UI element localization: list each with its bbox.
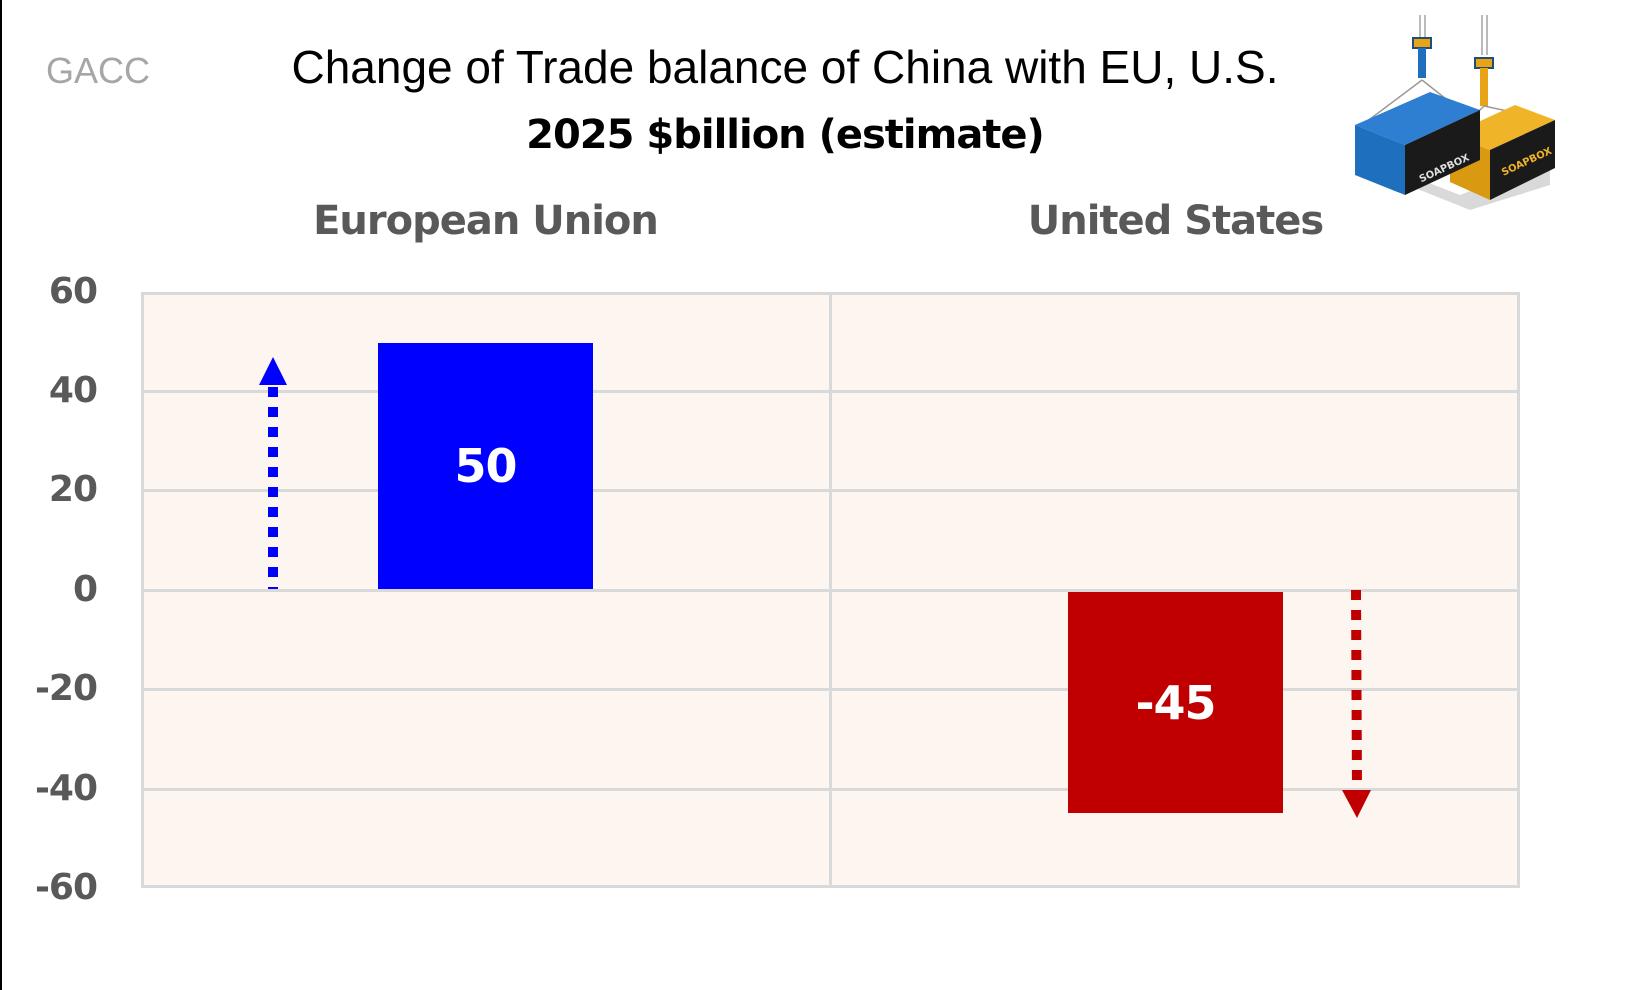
y-tick-20: 20 [48,469,98,510]
category-label-us: United States [1027,198,1324,244]
y-tick-40: 40 [48,370,98,411]
bar-value-label: 50 [454,439,517,493]
bar-united-states: -45 [1068,592,1283,813]
y-tick-neg60: -60 [34,867,98,908]
y-tick-neg20: -20 [34,668,98,709]
arrow-up-icon [259,357,287,589]
shipping-containers-icon: SOAPBOX SOAPBOX [1355,15,1555,210]
y-tick-neg40: -40 [34,768,98,809]
chart-subtitle: 2025 $billion (estimate) [526,112,1045,158]
left-border [0,0,2,990]
bar-value-label: -45 [1135,675,1216,730]
chart-title: Change of Trade balance of China with EU… [291,41,1279,93]
y-tick-60: 60 [48,271,98,312]
y-tick-0: 0 [72,569,98,610]
category-label-eu: European Union [313,198,659,244]
source-label: GACC [46,50,151,91]
category-divider [829,292,832,888]
bar-european-union: 50 [378,343,593,589]
arrow-down-icon [1342,589,1371,818]
